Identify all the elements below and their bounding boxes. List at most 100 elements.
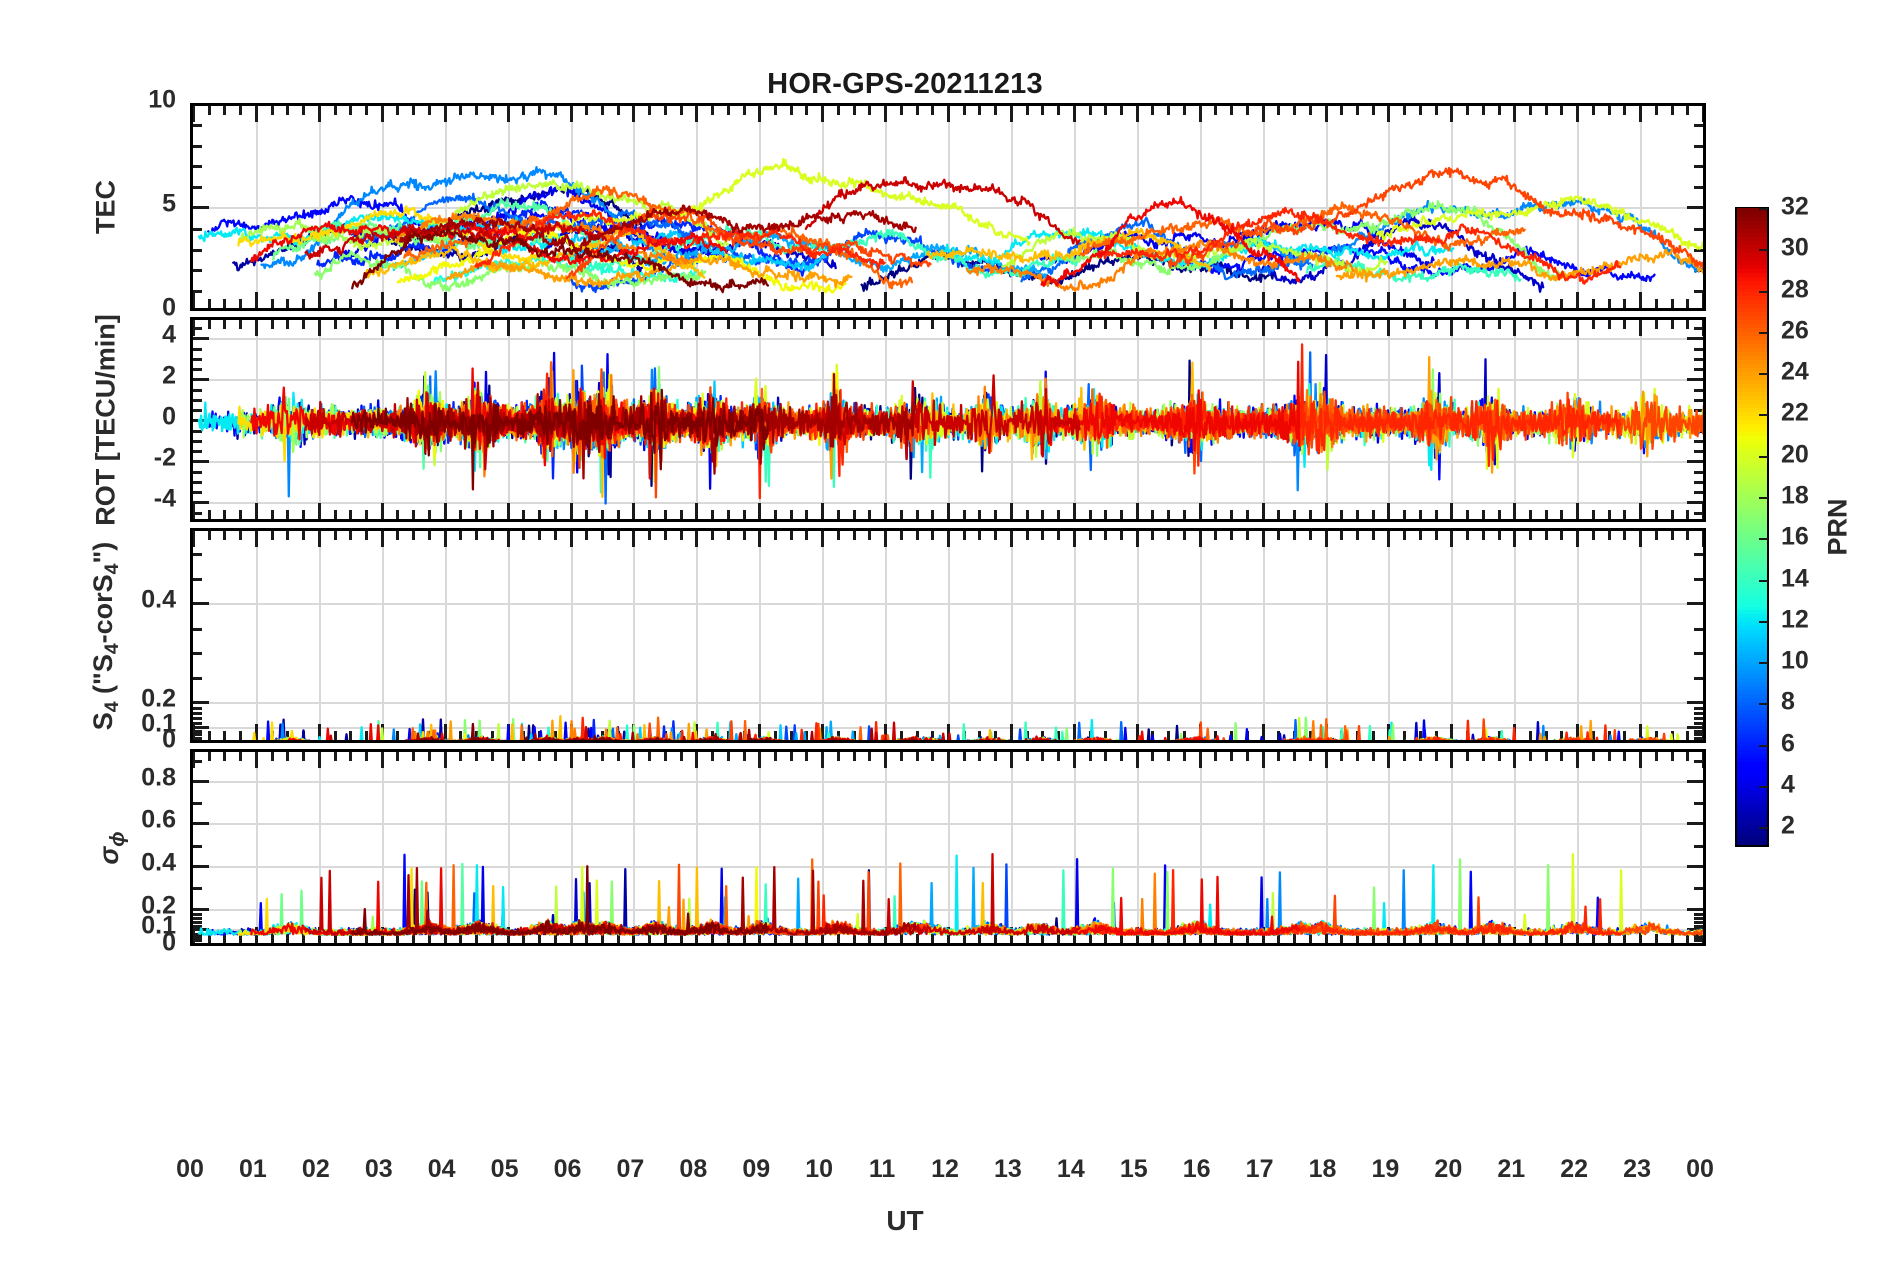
x-axis-tick-minor	[1293, 106, 1297, 115]
x-axis-tick-major	[1450, 752, 1454, 768]
x-axis-tick-minor	[868, 531, 872, 540]
y-axis-tick-major	[1687, 206, 1703, 209]
x-axis-tick-minor	[1088, 752, 1092, 761]
colorbar-segment	[1737, 323, 1767, 329]
x-axis-tick-minor	[207, 299, 211, 308]
x-axis-tick-major	[695, 927, 699, 943]
x-axis-tick-major	[821, 724, 825, 740]
x-axis-tick-minor	[585, 106, 589, 115]
x-axis-tick-minor	[1151, 299, 1155, 308]
x-axis-tick-label: 15	[1119, 1155, 1148, 1183]
colorbar-segment	[1737, 740, 1767, 746]
x-axis-tick-major	[317, 752, 321, 768]
x-axis-tick-minor	[1466, 320, 1470, 329]
x-axis-tick-minor	[978, 299, 982, 308]
x-axis-tick-major	[317, 724, 321, 740]
y-axis-tick-minor	[193, 759, 202, 763]
satellite-arc-prn-28	[474, 716, 886, 740]
x-axis-tick-minor	[286, 752, 290, 761]
colorbar-tick-label: 12	[1781, 605, 1809, 634]
x-axis-tick-major	[1009, 503, 1013, 519]
colorbar-tick-label: 10	[1781, 646, 1809, 675]
x-axis-tick-minor	[711, 106, 715, 115]
x-axis-tick-minor	[789, 934, 793, 943]
y-axis-tick-label: 4	[162, 320, 176, 348]
x-axis-tick-major	[947, 724, 950, 740]
x-axis-tick-minor	[1607, 752, 1611, 761]
x-axis-tick-minor	[1560, 531, 1564, 540]
x-axis-tick-minor	[600, 299, 604, 308]
gridline-vertical	[255, 752, 258, 943]
x-axis-tick-major	[1450, 531, 1454, 547]
x-axis-tick-minor	[302, 106, 306, 115]
x-axis-tick-minor	[1182, 752, 1186, 761]
x-axis-tick-minor	[412, 531, 416, 540]
colorbar-segment	[1737, 315, 1767, 321]
x-axis-tick-minor	[1293, 934, 1297, 943]
gridline-vertical	[1073, 531, 1076, 740]
y-axis-tick-major	[1687, 377, 1703, 381]
x-axis-tick-minor	[475, 320, 479, 329]
x-axis-tick-minor	[773, 299, 777, 308]
x-axis-tick-major	[695, 531, 699, 547]
x-axis-tick-major	[1702, 531, 1703, 547]
x-axis-tick-major	[1261, 106, 1265, 122]
colorbar-segment	[1737, 665, 1767, 671]
y-axis-tick-minor	[1694, 347, 1703, 351]
x-axis-tick-minor	[1182, 510, 1186, 519]
colorbar-tick	[1759, 455, 1768, 458]
prn-colorbar[interactable]	[1735, 207, 1769, 847]
x-axis-tick-major	[1513, 106, 1517, 122]
x-axis-tick-minor	[852, 934, 856, 943]
y-axis-tick-label: -4	[153, 484, 176, 512]
y-axis-tick-major	[1687, 701, 1703, 705]
x-axis-tick-minor	[1214, 106, 1218, 115]
x-axis-tick-minor	[1481, 320, 1485, 329]
x-axis-tick-minor	[726, 106, 730, 115]
gridline-vertical	[1577, 531, 1580, 740]
colorbar-segment	[1737, 744, 1767, 750]
gridline-vertical	[444, 752, 447, 943]
x-axis-tick-minor	[1230, 299, 1234, 308]
y-axis-tick-major	[193, 601, 209, 605]
x-axis-tick-minor	[1057, 320, 1061, 329]
x-axis-tick-minor	[1670, 752, 1674, 761]
x-axis-tick-label: 02	[301, 1155, 330, 1183]
x-axis-tick-minor	[1591, 934, 1595, 943]
x-axis-tick-minor	[648, 752, 652, 761]
x-axis-tick-minor	[1025, 510, 1029, 519]
x-axis-tick-minor	[427, 531, 431, 540]
x-axis-tick-minor	[868, 320, 872, 329]
x-axis-tick-major	[1072, 531, 1076, 547]
x-axis-tick-minor	[852, 752, 856, 761]
x-axis-tick-label: 07	[616, 1155, 645, 1183]
x-axis-tick-minor	[1607, 299, 1611, 308]
y-axis-tick-minor	[193, 712, 202, 716]
x-axis-tick-minor	[1670, 510, 1674, 519]
gridline-vertical	[759, 752, 762, 943]
x-axis-tick-minor	[1277, 510, 1281, 519]
x-axis-tick-minor	[1340, 510, 1344, 519]
colorbar-segment	[1737, 724, 1767, 730]
x-axis-tick-minor	[994, 320, 998, 329]
colorbar-tick-label: 28	[1781, 275, 1809, 304]
x-axis-tick-minor	[711, 934, 715, 943]
x-axis-tick-minor	[585, 752, 589, 761]
x-axis-tick-minor	[1466, 752, 1470, 761]
colorbar-segment	[1737, 712, 1767, 718]
x-axis-tick-minor	[1591, 752, 1595, 761]
x-axis-tick-major	[1198, 503, 1202, 519]
colorbar-segment	[1737, 808, 1767, 814]
x-axis-tick-minor	[538, 531, 542, 540]
x-axis-tick-major	[1576, 503, 1580, 519]
x-axis-tick-minor	[239, 752, 243, 761]
x-axis-tick-major	[1387, 531, 1391, 547]
satellite-arc-prn-27	[1168, 166, 1703, 270]
x-axis-tick-minor	[1670, 299, 1674, 308]
colorbar-segment	[1737, 708, 1767, 714]
colorbar-segment	[1737, 255, 1767, 261]
x-axis-tick-major	[1387, 292, 1391, 308]
x-axis-tick-minor	[711, 299, 715, 308]
x-axis-tick-minor	[1104, 731, 1108, 740]
x-axis-tick-minor	[915, 106, 919, 115]
